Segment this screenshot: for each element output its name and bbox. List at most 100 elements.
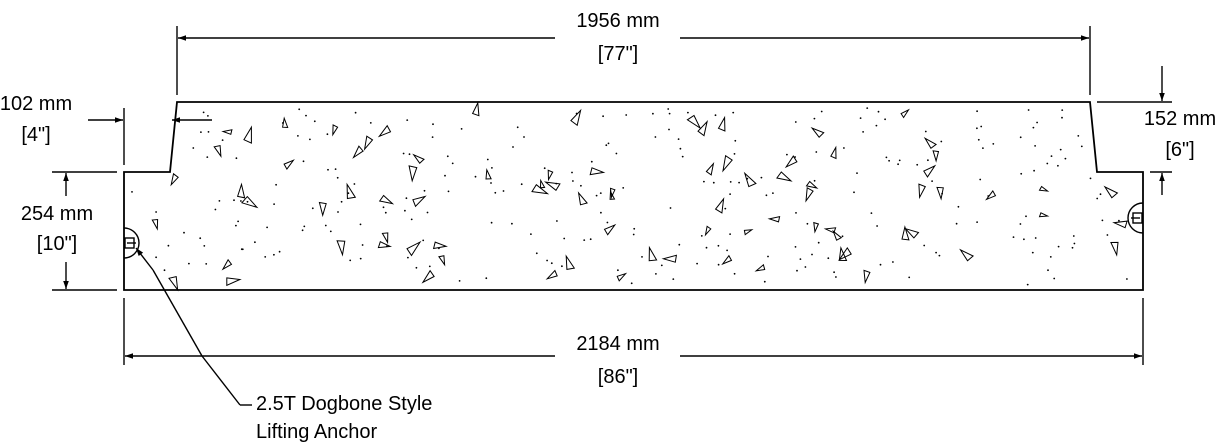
aggregate-dot [602, 115, 604, 118]
aggregate-mark [168, 275, 179, 292]
aggregate-dot [681, 155, 684, 158]
aggregate-dot [155, 256, 158, 259]
aggregate-dot [240, 200, 242, 202]
aggregate-dot [927, 159, 929, 162]
aggregate-dot [924, 130, 927, 133]
aggregate-dot [246, 200, 249, 203]
aggregate-dot [794, 121, 797, 123]
aggregate-dot [1059, 148, 1062, 151]
top-width-inch: [77"] [598, 43, 638, 65]
aggregate-mark [151, 218, 159, 231]
aggregate-dot [898, 159, 901, 162]
aggregate-dot [575, 112, 578, 115]
aggregate-dot [1053, 277, 1056, 280]
aggregate-dot [1025, 215, 1027, 218]
aggregate-dot [163, 269, 166, 272]
aggregate-dot [237, 220, 240, 223]
aggregate-dot [817, 241, 820, 244]
aggregate-mark [717, 115, 726, 132]
aggregate-dot [254, 241, 256, 244]
aggregate-dot [233, 199, 235, 202]
aggregate-dot [155, 211, 158, 213]
aggregate-dot [630, 282, 633, 285]
aggregate-mark [830, 145, 837, 160]
aggregate-dot [982, 147, 984, 150]
aggregate-dot [605, 144, 608, 147]
aggregate-dot [941, 192, 943, 195]
aggregate-mark [438, 255, 446, 267]
top-width-mm: 1956 mm [576, 10, 659, 32]
aggregate-dot [1031, 251, 1034, 254]
aggregate-dot [199, 237, 202, 240]
aggregate-dot [811, 253, 813, 256]
aggregate-dot [1061, 116, 1063, 119]
aggregate-dot [1034, 237, 1037, 239]
aggregate-mark [221, 129, 233, 135]
aggregate-mark [1112, 220, 1128, 229]
aggregate-dot [200, 131, 202, 134]
aggregate-dot [423, 189, 426, 192]
aggregate-mark [421, 269, 435, 284]
aggregate-dot [1047, 269, 1049, 272]
top-width-dimension: 1956 mm [77"] [176, 10, 1091, 95]
aggregate-dot [206, 156, 209, 159]
slab-outline [123, 101, 1144, 291]
aggregate-mark [923, 164, 937, 178]
aggregate-mark [900, 108, 910, 119]
right-step-dimension: 152 mm [6"] [1097, 66, 1216, 195]
concrete-texture [131, 101, 1128, 292]
aggregate-mark [406, 240, 422, 257]
aggregate-dot [595, 194, 598, 197]
aggregate-dot [955, 222, 958, 225]
aggregate-dot [977, 138, 980, 141]
aggregate-dot [297, 135, 299, 137]
aggregate-dot [746, 177, 749, 180]
aggregate-dot [561, 265, 563, 268]
aggregate-mark [485, 168, 492, 180]
aggregate-mark [603, 223, 617, 236]
aggregate-dot [733, 153, 736, 155]
aggregate-dot [369, 122, 372, 124]
aggregate-mark [648, 245, 658, 262]
aggregate-mark [959, 248, 975, 262]
aggregate-dot [131, 191, 133, 193]
aggregate-dot [654, 136, 657, 138]
bottom-width-mm: 2184 mm [576, 333, 659, 355]
aggregate-mark [570, 108, 582, 127]
aggregate-dot [431, 136, 434, 139]
aggregate-dot [590, 160, 593, 163]
aggregate-dot [511, 222, 513, 225]
aggregate-dot [859, 117, 862, 119]
aggregate-dot [530, 233, 532, 236]
aggregate-dot [207, 131, 210, 133]
aggregate-dot [679, 147, 682, 150]
aggregate-dot [1057, 164, 1059, 167]
aggregate-dot [796, 269, 798, 272]
aggregate-dot [451, 162, 454, 165]
aggregate-dot [712, 181, 715, 184]
aggregate-dot [555, 182, 558, 185]
aggregate-dot [908, 276, 911, 279]
aggregate-dot [841, 235, 844, 238]
aggregate-mark [1038, 185, 1050, 192]
aggregate-mark [704, 225, 712, 237]
aggregate-dot [632, 233, 635, 236]
aggregate-dot [334, 168, 337, 171]
aggregate-mark [805, 180, 819, 189]
bottom-width-dimension: 2184 mm [86"] [123, 298, 1144, 388]
aggregate-dot [599, 192, 602, 195]
aggregate-dot [1080, 145, 1083, 148]
aggregate-mark [832, 229, 843, 241]
height-mm: 254 mm [21, 203, 93, 225]
aggregate-mark [823, 227, 837, 234]
aggregate-dot [931, 180, 933, 183]
aggregate-dot [1099, 193, 1102, 196]
aggregate-dot [705, 246, 708, 249]
aggregate-mark [377, 241, 393, 249]
aggregate-dot [1012, 236, 1015, 239]
aggregate-dot [888, 159, 890, 162]
aggregate-dot [1032, 126, 1035, 129]
height-dimension: 254 mm [10"] [21, 171, 117, 291]
aggregate-mark [609, 189, 616, 200]
